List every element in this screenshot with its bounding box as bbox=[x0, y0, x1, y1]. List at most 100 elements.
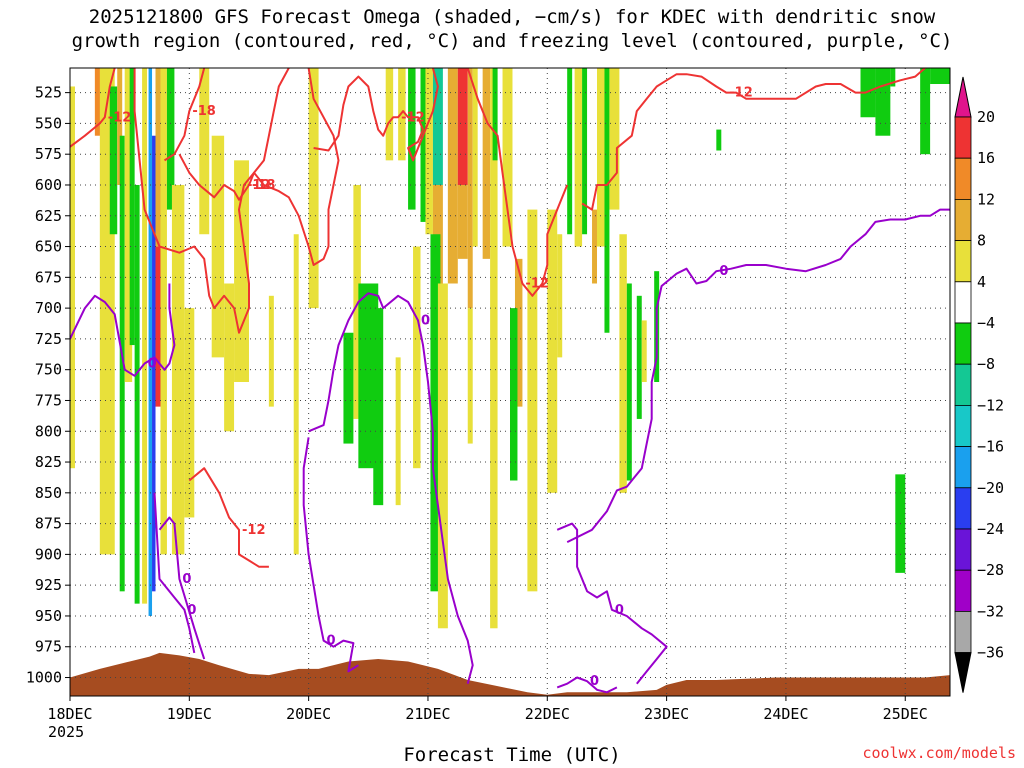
omega-cell-47 bbox=[490, 68, 498, 629]
x-tick-label-19DEC: 19DEC bbox=[167, 705, 212, 723]
omega-cell-29 bbox=[385, 68, 394, 161]
omega-cell-57 bbox=[582, 68, 588, 235]
omega-cell-60 bbox=[604, 68, 610, 333]
freezing-contour-label-1: 0 bbox=[187, 603, 196, 618]
omega-cell-33 bbox=[413, 246, 421, 469]
freezing-contour-line-2 bbox=[158, 516, 206, 660]
colorbar-label-11: −28 bbox=[977, 561, 1004, 579]
y-axis: 525 550 575 600 625 650 675 700 725 750 775 800 825 8… bbox=[26, 84, 70, 687]
colorbar-swatch-2 bbox=[954, 198, 972, 241]
colorbar-label-12: −32 bbox=[977, 602, 1004, 620]
chart-title-line1: 2025121800 GFS Forecast Omega (shaded, −… bbox=[88, 6, 936, 28]
colorbar-label-1: 16 bbox=[977, 149, 995, 167]
colorbar-label-10: −24 bbox=[977, 520, 1004, 538]
omega-cell-26 bbox=[343, 332, 354, 444]
y-tick-label-825: 825 bbox=[35, 453, 62, 471]
freezing-contour-label-4: 0 bbox=[421, 313, 430, 328]
omega-cell-50 bbox=[514, 258, 523, 407]
y-tick-label-925: 925 bbox=[35, 576, 62, 594]
omega-cell-48 bbox=[492, 68, 498, 161]
colorbar-label-8: −16 bbox=[977, 438, 1004, 456]
omega-cell-44 bbox=[467, 308, 473, 444]
y-tick-label-875: 875 bbox=[35, 515, 62, 533]
colorbar-bottom-arrow bbox=[954, 652, 972, 693]
omega-cell-12 bbox=[155, 246, 161, 407]
omega-cell-20 bbox=[224, 283, 235, 432]
freezing-contour-label-5: 0 bbox=[615, 603, 624, 618]
omega-cell-19 bbox=[211, 135, 225, 358]
omega-cell-38 bbox=[430, 234, 441, 592]
omega-cell-43 bbox=[467, 68, 473, 309]
omega-cell-45 bbox=[472, 68, 478, 247]
omega-cell-3 bbox=[109, 86, 118, 235]
omega-cell-11 bbox=[152, 135, 156, 592]
freezing-contour-line-5 bbox=[556, 522, 668, 685]
freezing-contour-line-1 bbox=[153, 492, 196, 654]
dgz-contour-line-7 bbox=[581, 68, 926, 211]
dgz-contour-label-2: -18 bbox=[192, 104, 216, 119]
colorbar-label-3: 8 bbox=[977, 232, 986, 250]
chart-title-line2: growth region (contoured, red, °C) and f… bbox=[71, 30, 953, 52]
plot-frame bbox=[69, 67, 951, 697]
colorbar-swatch-8 bbox=[954, 446, 972, 489]
omega-cell-53 bbox=[547, 209, 558, 493]
omega-cell-28 bbox=[373, 308, 384, 506]
colorbar-label-6: −8 bbox=[977, 355, 995, 373]
omega-cell-18 bbox=[199, 68, 210, 235]
y-tick-label-550: 550 bbox=[35, 114, 62, 132]
omega-cell-15 bbox=[166, 68, 175, 210]
colorbar-top-arrow bbox=[954, 76, 972, 118]
y-tick-label-850: 850 bbox=[35, 484, 62, 502]
omega-cell-1 bbox=[94, 68, 103, 136]
omega-shading bbox=[70, 68, 950, 629]
credit-link[interactable]: coolwx.com/models bbox=[862, 744, 1016, 762]
colorbar-label-5: −4 bbox=[977, 314, 995, 332]
omega-cell-0 bbox=[70, 86, 75, 469]
freezing-contour-line-6 bbox=[556, 676, 618, 694]
freezing-contour-line-0 bbox=[70, 283, 176, 377]
colorbar-swatch-0 bbox=[954, 116, 972, 159]
colorbar-swatch-1 bbox=[954, 157, 972, 200]
omega-cell-32 bbox=[408, 68, 416, 210]
dgz-contour-label-6: -12 bbox=[525, 276, 549, 291]
omega-cell-8 bbox=[134, 184, 140, 604]
y-tick-label-575: 575 bbox=[35, 145, 62, 163]
omega-cell-25 bbox=[353, 184, 361, 419]
freezing-contour-label-2: 0 bbox=[182, 572, 191, 587]
omega-cell-4 bbox=[117, 68, 123, 185]
terrain-fill bbox=[70, 652, 950, 696]
omega-cell-70 bbox=[890, 68, 896, 87]
dgz-contour-label-4: -12 bbox=[401, 110, 425, 125]
omega-cell-69 bbox=[875, 68, 891, 136]
omega-cell-62 bbox=[619, 234, 627, 493]
colorbar-label-4: 4 bbox=[977, 273, 986, 291]
freezing-contour-line-4 bbox=[308, 292, 474, 684]
omega-cell-9 bbox=[142, 68, 148, 604]
y-tick-label-750: 750 bbox=[35, 361, 62, 379]
colorbar-swatch-9 bbox=[954, 487, 972, 530]
omega-cell-34 bbox=[420, 68, 426, 222]
dgz-contours: -12-12-18-18-12-12-12-12 bbox=[70, 68, 926, 568]
omega-cell-58 bbox=[592, 209, 598, 284]
colorbar-label-7: −12 bbox=[977, 396, 1004, 414]
omega-cell-17 bbox=[184, 308, 195, 518]
omega-cell-42 bbox=[457, 184, 468, 259]
y-tick-label-700: 700 bbox=[35, 299, 62, 317]
omega-cell-31 bbox=[395, 357, 401, 506]
dgz-contour-line-5 bbox=[188, 467, 269, 568]
dgz-contour-line-6 bbox=[466, 68, 569, 297]
colorbar-swatch-10 bbox=[954, 528, 972, 571]
omega-cell-5 bbox=[119, 135, 125, 592]
x-tick-label-24DEC: 24DEC bbox=[763, 705, 808, 723]
colorbar-swatch-3 bbox=[954, 240, 972, 283]
x-tick-label-22DEC: 22DEC bbox=[525, 705, 570, 723]
omega-cell-23 bbox=[293, 234, 299, 555]
freezing-contour-line-3 bbox=[302, 437, 359, 673]
y-tick-label-675: 675 bbox=[35, 268, 62, 286]
omega-cell-52 bbox=[527, 209, 538, 592]
omega-cell-24 bbox=[308, 68, 319, 309]
omega-cell-55 bbox=[567, 68, 573, 235]
y-tick-label-900: 900 bbox=[35, 545, 62, 563]
omega-cell-46 bbox=[482, 68, 491, 259]
